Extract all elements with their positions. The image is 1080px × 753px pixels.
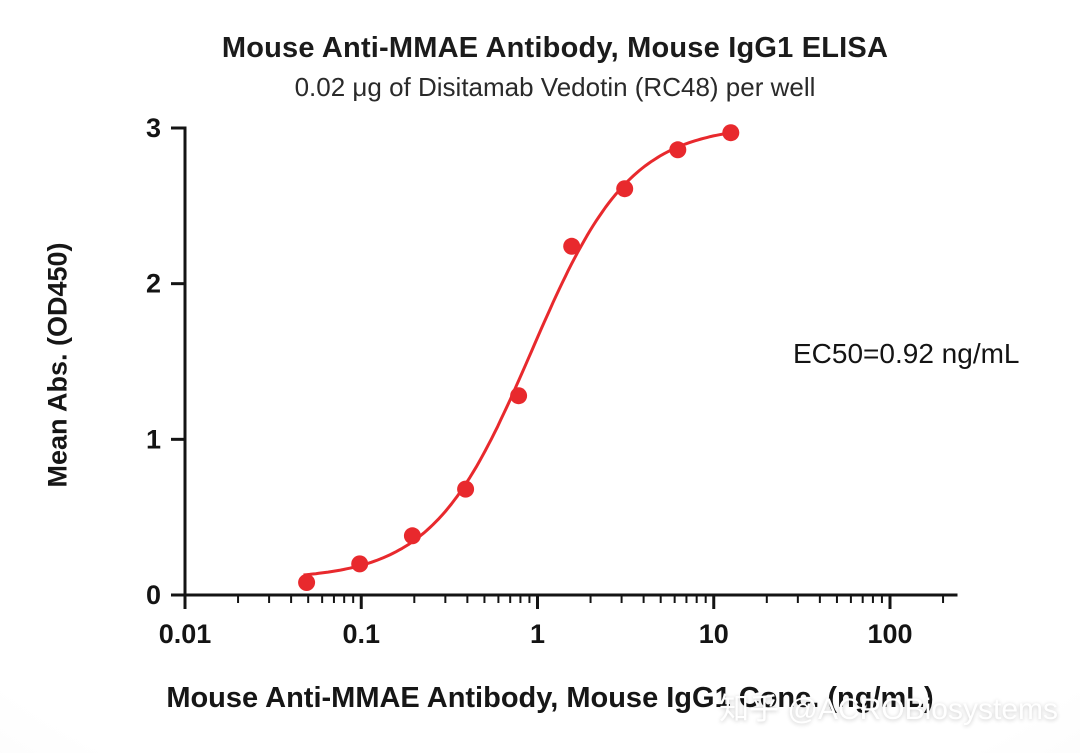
data-point — [669, 141, 687, 159]
x-tick-label: 0.01 — [159, 619, 212, 649]
y-tick-label: 3 — [146, 113, 161, 143]
data-point — [722, 124, 740, 142]
ec50-annotation: EC50=0.92 ng/mL — [793, 338, 1020, 369]
data-point — [403, 527, 421, 545]
data-point — [510, 387, 528, 405]
chart-title: Mouse Anti-MMAE Antibody, Mouse IgG1 ELI… — [221, 32, 889, 64]
x-tick-label: 100 — [867, 619, 912, 649]
x-tick-label: 0.1 — [342, 619, 380, 649]
y-tick-label: 2 — [146, 269, 161, 299]
y-tick-label: 0 — [146, 580, 161, 610]
x-tick-label: 10 — [699, 619, 729, 649]
data-point — [563, 237, 581, 255]
y-tick-label: 1 — [146, 424, 161, 454]
fit-curve — [303, 130, 736, 577]
y-axis-label: Mean Abs. (OD450) — [42, 242, 73, 488]
data-point — [298, 574, 316, 591]
data-point — [616, 180, 634, 198]
data-point — [457, 480, 475, 498]
x-axis-label: Mouse Anti-MMAE Antibody, Mouse IgG1 Con… — [166, 682, 934, 714]
watermark: 知乎 @ACROBiosystems — [719, 693, 1058, 726]
data-point — [351, 555, 369, 573]
chart-subtitle: 0.02 μg of Disitamab Vedotin (RC48) per … — [294, 72, 816, 102]
x-tick-label: 1 — [530, 619, 545, 649]
